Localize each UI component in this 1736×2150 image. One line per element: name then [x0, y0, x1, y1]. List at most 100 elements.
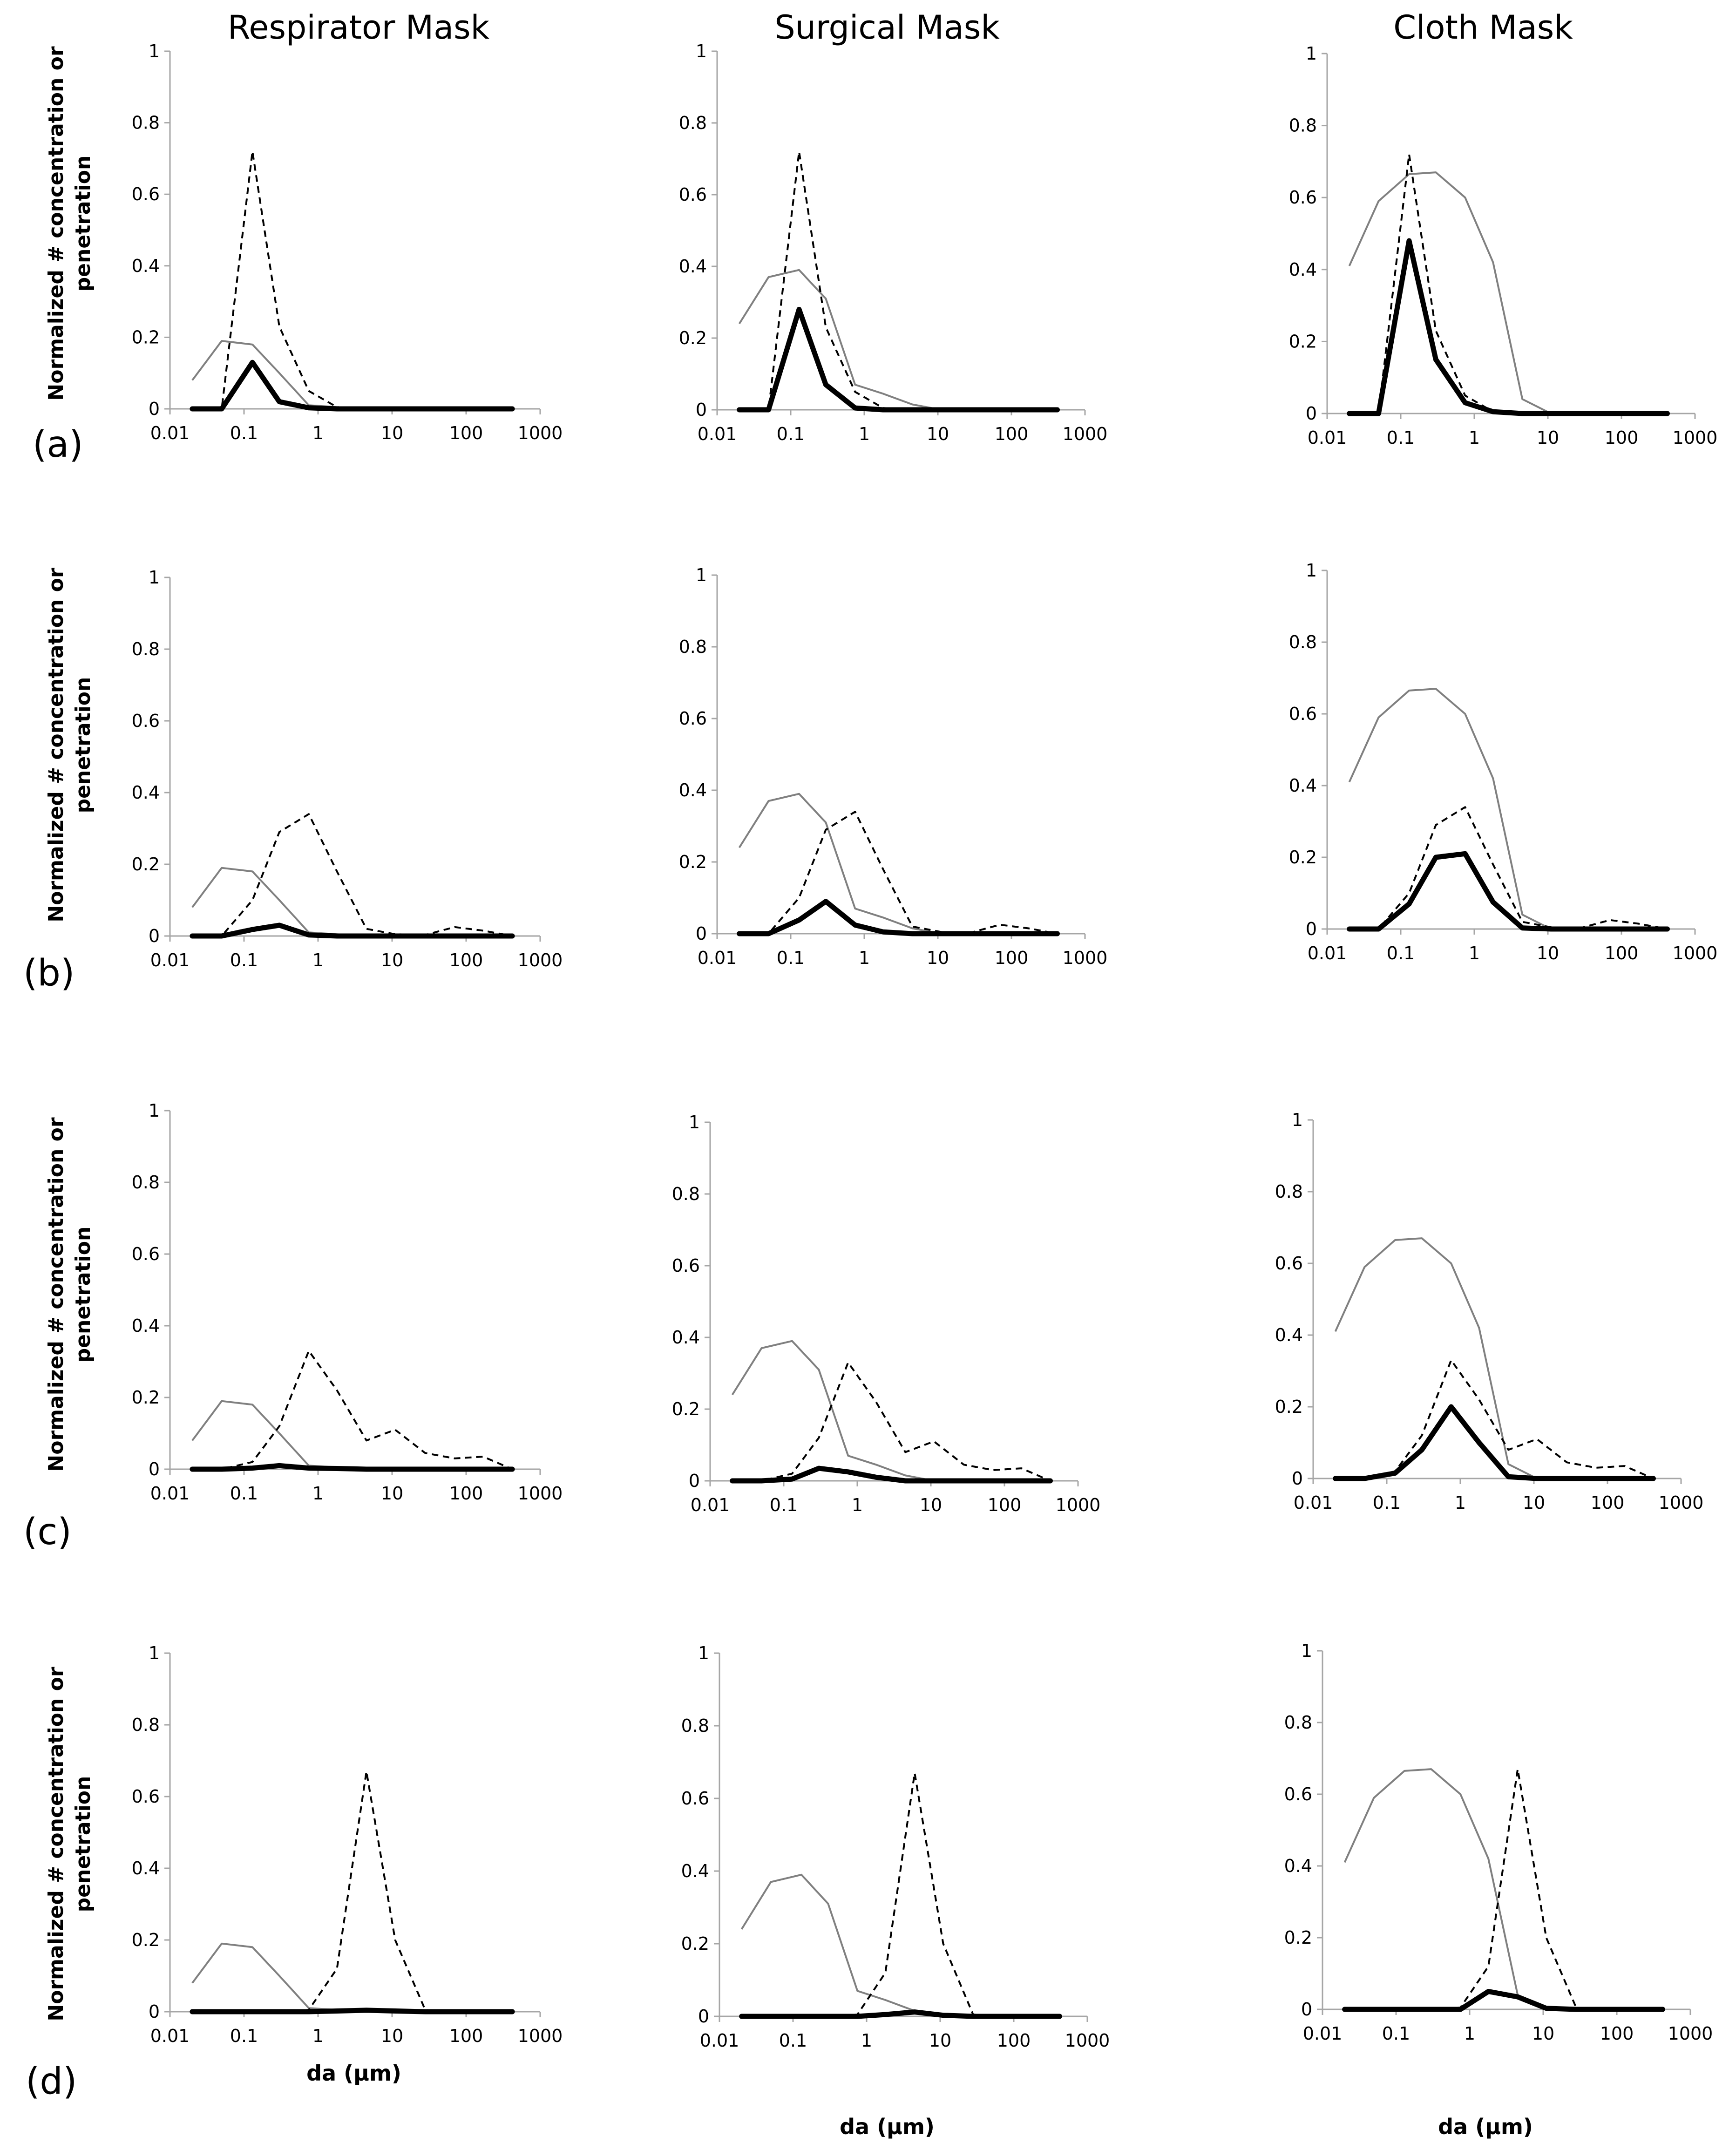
panel-c-cloth-x-tick-label: 1000	[1659, 1492, 1704, 1513]
panel-a-respirator-y-tick-label: 0.2	[132, 327, 160, 347]
panel-b-surgical-x-tick-label: 10	[927, 948, 949, 968]
panel-d-surgical-x-tick-label: 1000	[1065, 2030, 1110, 2051]
panel-a-cloth-y-tick-label: 0.8	[1289, 115, 1317, 136]
panel-a-respirator-y-tick-label: 0	[149, 399, 160, 419]
panel-b-cloth-y-tick-label: 0	[1306, 919, 1317, 939]
panel-c-surgical-y-tick-label: 0.2	[672, 1399, 700, 1419]
panel-c-cloth-y-tick-label: 0	[1292, 1468, 1303, 1489]
panel-c-respirator-x-tick-label: 1	[312, 1483, 324, 1504]
panel-d-surgical-y-tick-label: 0.6	[681, 1788, 709, 1809]
panel-a-respirator-x-tick-label: 0.1	[230, 423, 258, 443]
panel-a-surgical-x-tick-label: 100	[995, 424, 1029, 444]
panel-a-surgical-y-tick-label: 0	[696, 400, 707, 420]
panel-d-cloth-x-tick-label: 0.1	[1382, 2023, 1410, 2044]
panel-b-respirator-particle-distribution-line	[192, 813, 513, 937]
panel-c-surgical-x-tick-label: 100	[988, 1495, 1022, 1515]
panel-d-respirator-result-line	[190, 2008, 515, 2014]
panel-d-respirator-x-tick-label: 1000	[518, 2026, 563, 2046]
panel-b-surgical-x-tick-label: 0.1	[777, 948, 805, 968]
x-axis-title-cloth: da (µm)	[1438, 2114, 1533, 2139]
panel-a-cloth-y-tick-label: 1	[1306, 43, 1317, 64]
panel-d-respirator-x-tick-label: 0.01	[150, 2026, 190, 2046]
panel-c-cloth-y-tick-label: 1	[1292, 1110, 1303, 1130]
panel-a-cloth-y-tick-label: 0.6	[1289, 187, 1317, 208]
column-title-surgical: Surgical Mask	[774, 8, 1000, 47]
panel-b-cloth-result-line	[1347, 851, 1670, 932]
panel-b-respirator-x-tick-label: 100	[449, 950, 483, 970]
panel-d-cloth-y-tick-label: 0.8	[1284, 1712, 1312, 1733]
panel-d-cloth-y-tick-label: 0	[1301, 1999, 1312, 2020]
panel-b-cloth-y-tick-label: 1	[1306, 560, 1317, 581]
panel-c-cloth-x-tick-label: 100	[1591, 1492, 1625, 1513]
panel-b-cloth-x-tick-label: 0.1	[1387, 943, 1415, 963]
x-axis-title-respirator: da (µm)	[306, 2061, 401, 2086]
panel-c-respirator-y-tick-label: 0.2	[132, 1387, 160, 1408]
panel-a-respirator-result-line	[190, 359, 515, 412]
panel-d-respirator-x-tick-label: 1	[312, 2026, 324, 2046]
panel-a-cloth-x-tick-label: 0.01	[1308, 427, 1347, 448]
panel-b-respirator-y-tick-label: 0	[149, 926, 160, 946]
panel-a-surgical-x-tick-label: 1000	[1063, 424, 1108, 444]
row-label-b: (b)	[23, 952, 75, 994]
panel-d-surgical-x-tick-label: 0.1	[779, 2030, 807, 2051]
panel-d-respirator-x-tick-label: 100	[449, 2026, 483, 2046]
panel-c-cloth-x-tick-label: 0.01	[1294, 1492, 1333, 1513]
panel-b-surgical-x-tick-label: 1000	[1063, 948, 1108, 968]
panel-d-surgical-particle-distribution-line	[741, 1772, 1060, 2017]
panel-c-surgical-y-tick-label: 0.4	[672, 1327, 700, 1348]
panel-d-respirator-y-tick-label: 0	[149, 2001, 160, 2022]
panel-d-cloth-result-line	[1342, 1989, 1665, 2012]
panel-a-surgical-x-tick-label: 10	[927, 424, 949, 444]
panel-b-cloth-x-tick-label: 100	[1605, 943, 1639, 963]
panel-c-cloth-x-tick-label: 1	[1455, 1492, 1466, 1513]
panel-d-respirator-particle-distribution-line	[192, 1770, 513, 2013]
panel-c-surgical-y-tick-label: 0	[689, 1471, 700, 1491]
panel-c-surgical-x-tick-label: 1000	[1056, 1495, 1101, 1515]
panel-c-respirator-y-tick-label: 0	[149, 1459, 160, 1479]
panel-d-respirator-penetration-line	[191, 1942, 513, 2013]
panel-b-respirator-y-tick-label: 0.6	[132, 711, 160, 731]
panel-a-surgical-x-tick-label: 0.1	[777, 424, 805, 444]
panel-b-cloth-x-tick-label: 10	[1537, 943, 1559, 963]
panel-a-respirator-particle-distribution-line	[192, 150, 513, 410]
panel-c-surgical-result-line	[730, 1465, 1053, 1484]
panel-c-surgical-y-tick-label: 0.6	[672, 1255, 700, 1276]
row-label-a: (a)	[33, 424, 83, 466]
panel-b-respirator-x-tick-label: 1	[312, 950, 324, 970]
panel-d-cloth-particle-distribution-line	[1344, 1768, 1663, 2010]
panel-c-cloth-result-line	[1333, 1404, 1656, 1481]
panel-b-cloth-y-tick-label: 0.8	[1289, 632, 1317, 652]
panel-a-respirator-x-tick-label: 100	[449, 423, 483, 443]
panel-b-respirator-result-line	[190, 922, 515, 939]
panel-c-respirator-y-tick-label: 0.6	[132, 1244, 160, 1264]
panel-d-surgical-y-tick-label: 0.2	[681, 1933, 709, 1954]
panel-a-cloth-x-tick-label: 1000	[1673, 427, 1718, 448]
panel-d-surgical-x-tick-label: 10	[929, 2030, 951, 2051]
panel-b-surgical-particle-distribution-line	[739, 811, 1058, 935]
panel-d-surgical-y-tick-label: 1	[698, 1643, 709, 1663]
panel-a-respirator-x-tick-label: 1000	[518, 423, 563, 443]
panel-c-cloth-penetration-line	[1334, 1237, 1654, 1479]
panel-c-surgical-particle-distribution-line	[732, 1361, 1051, 1482]
panel-c-cloth-particle-distribution-line	[1335, 1359, 1654, 1479]
panel-d-surgical-penetration-line	[740, 1873, 1060, 2017]
panel-a-cloth-y-tick-label: 0.2	[1289, 331, 1317, 352]
panel-b-surgical-y-tick-label: 0	[696, 923, 707, 944]
panel-d-surgical-y-tick-label: 0.4	[681, 1861, 709, 1881]
panel-b-respirator-x-tick-label: 0.01	[150, 950, 190, 970]
panel-b-surgical-y-tick-label: 0.4	[679, 780, 707, 800]
panel-c-respirator-x-tick-label: 0.01	[150, 1483, 190, 1504]
panel-d-respirator-y-tick-label: 0.6	[132, 1786, 160, 1807]
panel-b-cloth-x-tick-label: 1	[1469, 943, 1480, 963]
panel-a-surgical-x-tick-label: 0.01	[698, 424, 737, 444]
panel-b-cloth-x-tick-label: 1000	[1673, 943, 1718, 963]
panel-c-respirator-x-tick-label: 1000	[518, 1483, 563, 1504]
panel-b-surgical-x-tick-label: 100	[995, 948, 1029, 968]
panel-c-respirator-particle-distribution-line	[192, 1350, 513, 1470]
panel-a-surgical-y-tick-label: 0.6	[679, 184, 707, 205]
panel-c-surgical-y-tick-label: 0.8	[672, 1184, 700, 1204]
panel-c-cloth-x-tick-label: 0.1	[1373, 1492, 1401, 1513]
panel-a-cloth-x-tick-label: 0.1	[1387, 427, 1415, 448]
panel-c-surgical-x-tick-label: 0.1	[770, 1495, 798, 1515]
